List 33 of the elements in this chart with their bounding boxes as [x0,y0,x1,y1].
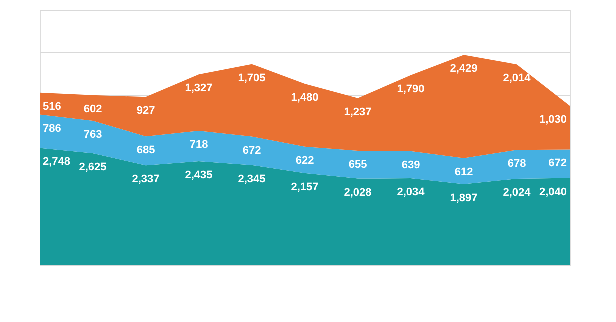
data-label: 516 [43,100,62,113]
data-label: 2,625 [79,161,107,174]
data-label: 927 [136,105,156,118]
data-label: 685 [136,144,156,157]
data-label: 763 [84,129,102,142]
data-label: 2,014 [503,72,532,85]
data-label: 622 [296,154,314,167]
data-label: 1,030 [539,114,567,126]
data-label: 1,327 [185,82,213,95]
data-label: 2,024 [503,186,532,199]
data-label: 2,429 [450,63,478,76]
data-label: 2,040 [539,186,567,198]
data-label: 1,790 [397,83,425,96]
data-label: 1,480 [291,92,319,104]
data-label: 672 [242,144,262,157]
data-label: 639 [402,159,420,172]
data-label: 2,748 [43,156,71,168]
data-label: 1,237 [344,106,372,118]
data-label: 2,345 [238,173,266,186]
data-label: 655 [348,158,368,171]
data-label: 672 [548,158,567,170]
data-label: 2,034 [397,186,426,199]
data-label: 2,028 [344,186,372,199]
data-label: 1,897 [450,192,478,204]
data-label: 786 [43,122,62,135]
data-label: 1,705 [238,72,266,84]
data-label: 678 [508,158,526,170]
data-label: 2,435 [185,170,213,182]
data-label: 602 [84,103,102,116]
data-label: 2,157 [291,181,319,194]
data-label: 718 [190,138,208,151]
data-label: 2,337 [132,174,160,186]
data-label: 612 [454,166,474,178]
